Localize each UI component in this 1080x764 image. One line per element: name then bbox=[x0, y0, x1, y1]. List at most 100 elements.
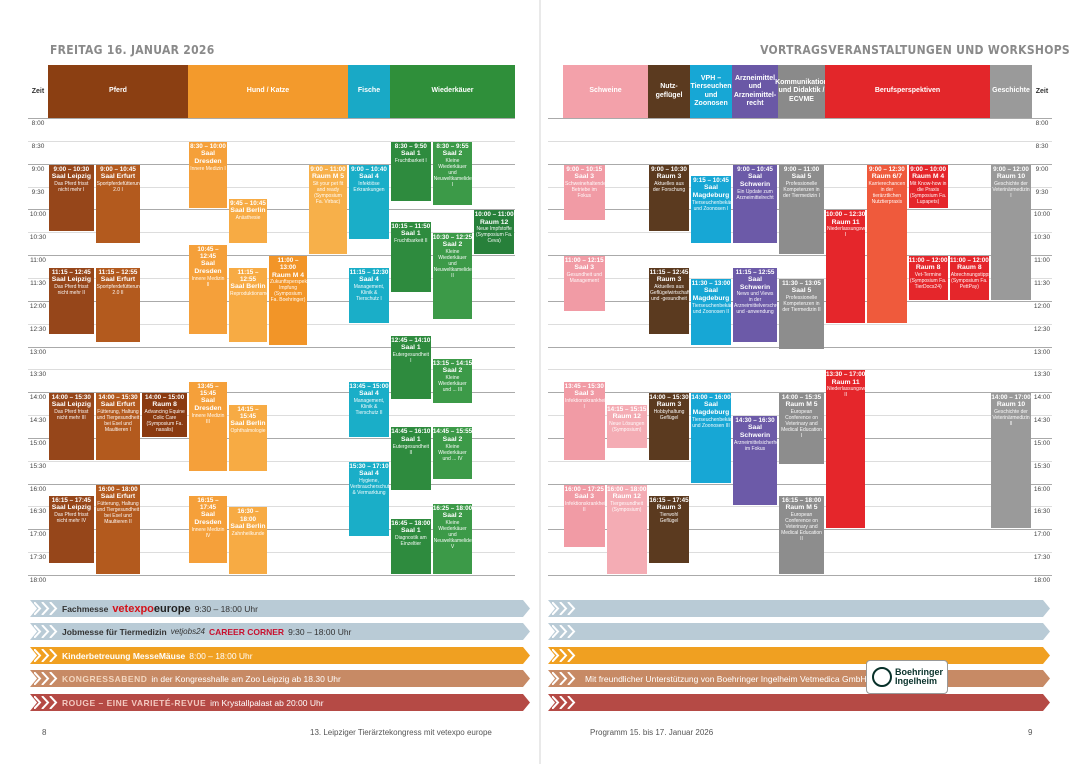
session-room: Saal Schwerin bbox=[739, 275, 771, 291]
session-room: Saal 1 bbox=[401, 230, 421, 238]
session-title: Mit Know-how in die Praxis (Symposium Fa… bbox=[909, 180, 947, 205]
session-room: Saal Berlin bbox=[230, 282, 266, 290]
session: 9:00 – 10:15 Saal 3 Schweinehaltende Betri… bbox=[564, 164, 605, 220]
session-title: Innere Medizin I bbox=[190, 165, 226, 172]
session-room: Raum M 4 bbox=[271, 271, 305, 279]
session-time: 10:30 – 12:25 bbox=[432, 234, 473, 242]
chevrons bbox=[34, 625, 60, 638]
session-time: 12:45 – 14:10 bbox=[391, 337, 431, 345]
session-room: Saal 5 bbox=[791, 287, 812, 295]
banner: ROUGE – EINE VARIETÉ-REVUE im Krystallpal… bbox=[30, 694, 530, 711]
banner: Fachmesse vetexpo europe 9:30 – 18:00 Uhr bbox=[30, 600, 530, 617]
session: 14:00 – 15:30 Saal Erfurt Fütterung, Haltu… bbox=[95, 393, 141, 460]
session-room: Saal Magdeburg bbox=[692, 287, 730, 302]
session: 11:15 – 12:55 Saal Schwerin News und Views… bbox=[733, 267, 777, 342]
time-label: 10:30 bbox=[1033, 234, 1051, 242]
session-time: 13:30 – 17:00 bbox=[826, 371, 866, 379]
page-number: 9 bbox=[1028, 728, 1033, 737]
session-title: Gesundheit und Management bbox=[566, 272, 602, 285]
session-title: Niederlassungsworkshop II bbox=[827, 386, 866, 399]
banner-text: Kinderbetreuung MesseMäuse bbox=[62, 650, 186, 661]
grid-line bbox=[28, 163, 515, 165]
session-time: 11:30 – 13:05 bbox=[782, 279, 821, 287]
session-time: 8:30 – 9:55 bbox=[436, 142, 469, 150]
session-time: 11:00 – 13:00 bbox=[277, 257, 299, 272]
banner-text: KONGRESSABEND bbox=[62, 673, 148, 684]
session-time: 16:45 – 18:00 bbox=[391, 519, 431, 527]
session: 14:15 – 15:15 Raum 12 Neue Lösungen (Sympo… bbox=[606, 404, 647, 449]
session-room: Saal 3 bbox=[574, 172, 595, 180]
session: 14:15 – 15:45 Saal Berlin Ophthalmologie bbox=[229, 404, 267, 472]
logo-text: Boehringer Ingelheim bbox=[894, 666, 943, 687]
banner: Mit freundlicher Unterstützung von Boehr… bbox=[548, 670, 1050, 687]
session-time: 9:00 – 10:45 bbox=[100, 165, 136, 173]
banner-text: im Krystallpalast ab 20:00 Uhr bbox=[210, 697, 324, 708]
session-room: Raum 10 bbox=[996, 172, 1026, 180]
session: 14:00 – 15:00 Raum 8 Advancing Equine Coli… bbox=[142, 393, 187, 437]
banner bbox=[548, 623, 1050, 640]
session-room: Saal 1 bbox=[401, 150, 421, 158]
time-label: 17:00 bbox=[1033, 531, 1051, 539]
time-label: 8:30 bbox=[1035, 142, 1049, 150]
session-time: 16:25 – 18:00 bbox=[432, 504, 473, 512]
grid-line bbox=[548, 140, 1052, 142]
grid-line bbox=[28, 552, 515, 554]
grid-line bbox=[548, 483, 1052, 485]
time-label: 9:30 bbox=[1035, 188, 1049, 196]
session-title: Zukunftsperspektiven Impfung (Symposium … bbox=[270, 279, 307, 304]
logo-line: Boehringer bbox=[894, 666, 943, 677]
banner bbox=[548, 647, 1050, 664]
column-header: Kommunikation und Didaktik / ECVME bbox=[775, 65, 828, 118]
session-title: Fruchtbarkeit I bbox=[394, 157, 427, 164]
session-time: 16:30 – 18:00 bbox=[237, 508, 259, 523]
session-title: Infektionskrankheiten II bbox=[565, 500, 605, 513]
session: 16:00 – 18:00 Raum 12 Tiergesundheit (Symp… bbox=[606, 484, 647, 574]
logo-icon bbox=[872, 667, 892, 687]
session-time: 9:00 – 10:30 bbox=[53, 165, 90, 173]
session-title: Fütterung, Haltung und Tiergesundheit be… bbox=[96, 500, 140, 525]
grid-line bbox=[28, 506, 515, 508]
time-label: 16:30 bbox=[1033, 508, 1051, 516]
session-time: 9:45 – 10:45 bbox=[230, 199, 266, 207]
session-room: Saal 2 bbox=[442, 241, 463, 249]
session: 16:00 – 18:00 Saal Erfurt Fütterung, Haltu… bbox=[95, 484, 141, 574]
time-label: 11:00 bbox=[30, 257, 46, 265]
session-room: Raum 8 bbox=[957, 264, 982, 272]
grid-line bbox=[28, 346, 515, 348]
session: 9:00 – 12:30 Raum 6/7 Karrierechancen in d… bbox=[867, 164, 907, 323]
session: 13:45 – 15:00 Saal 4 Management, Klinik & … bbox=[349, 381, 389, 437]
session-title: Diagnostik am Einzeltier bbox=[394, 534, 427, 547]
session: 9:00 – 10:00 Raum M 4 Mit Know-how in die … bbox=[908, 164, 948, 209]
time-label: 14:30 bbox=[1033, 417, 1051, 425]
session: 14:00 – 15:30 Raum 3 Hobbyhaltung Geflügel bbox=[649, 393, 689, 460]
time-label: 9:00 bbox=[1035, 165, 1049, 173]
session-time: 14:45 – 16:10 bbox=[391, 428, 431, 436]
session-room: Saal 5 bbox=[791, 172, 812, 180]
session-title: Aktuelles aus Geflügelwirtschaft und -ge… bbox=[650, 283, 689, 302]
session-time: 14:00 – 17:00 bbox=[991, 394, 1031, 402]
session: 16:45 – 18:00 Saal 1 Diagnostik am Einzelt… bbox=[391, 518, 431, 574]
session: 9:00 – 11:00 Saal 5 Professionelle Kompete… bbox=[779, 164, 824, 255]
page-title: VORTRAGSVERANSTALTUNGEN UND WORKSHOPS bbox=[760, 43, 1070, 57]
grid-line bbox=[28, 186, 515, 188]
session-title: Schweinehaltende Betriebe im Fokus bbox=[565, 180, 605, 199]
session: 16:15 – 17:45 Saal Dresden Innere Medizin … bbox=[189, 496, 227, 563]
session-title: Kleine Wiederkäuer und ... IV bbox=[438, 443, 467, 462]
grid-line bbox=[548, 255, 1052, 257]
session-title: Sportpferdefütterung 2.0 I bbox=[96, 180, 141, 193]
session: 9:00 – 10:45 Saal Erfurt Sportpferdefütter… bbox=[95, 164, 141, 243]
session: 9:00 – 10:40 Saal 4 Infektiöse Erkrankunge… bbox=[349, 164, 389, 239]
session-time: 16:00 – 17:25 bbox=[564, 485, 604, 493]
session-title: Das Pferd frisst nicht mehr IV bbox=[54, 512, 89, 525]
session: 11:00 – 12:00 Raum 8 Abrechnungstipps (Sym… bbox=[949, 256, 989, 300]
session-room: Raum 3 bbox=[656, 504, 682, 512]
session-room: Saal 2 bbox=[442, 511, 463, 519]
grid-line bbox=[28, 460, 515, 462]
session-title: Fütterung, Haltung und Tiergesundheit be… bbox=[96, 409, 140, 434]
time-label: 10:00 bbox=[1033, 211, 1051, 219]
column-header: Arzneimittel und Arzneimittel-recht bbox=[732, 65, 778, 118]
banner-text: ROUGE – EINE VARIETÉ-REVUE bbox=[62, 697, 207, 708]
session-time: 11:15 – 12:55 bbox=[735, 268, 775, 276]
column-header: Hund / Katze bbox=[188, 65, 348, 118]
